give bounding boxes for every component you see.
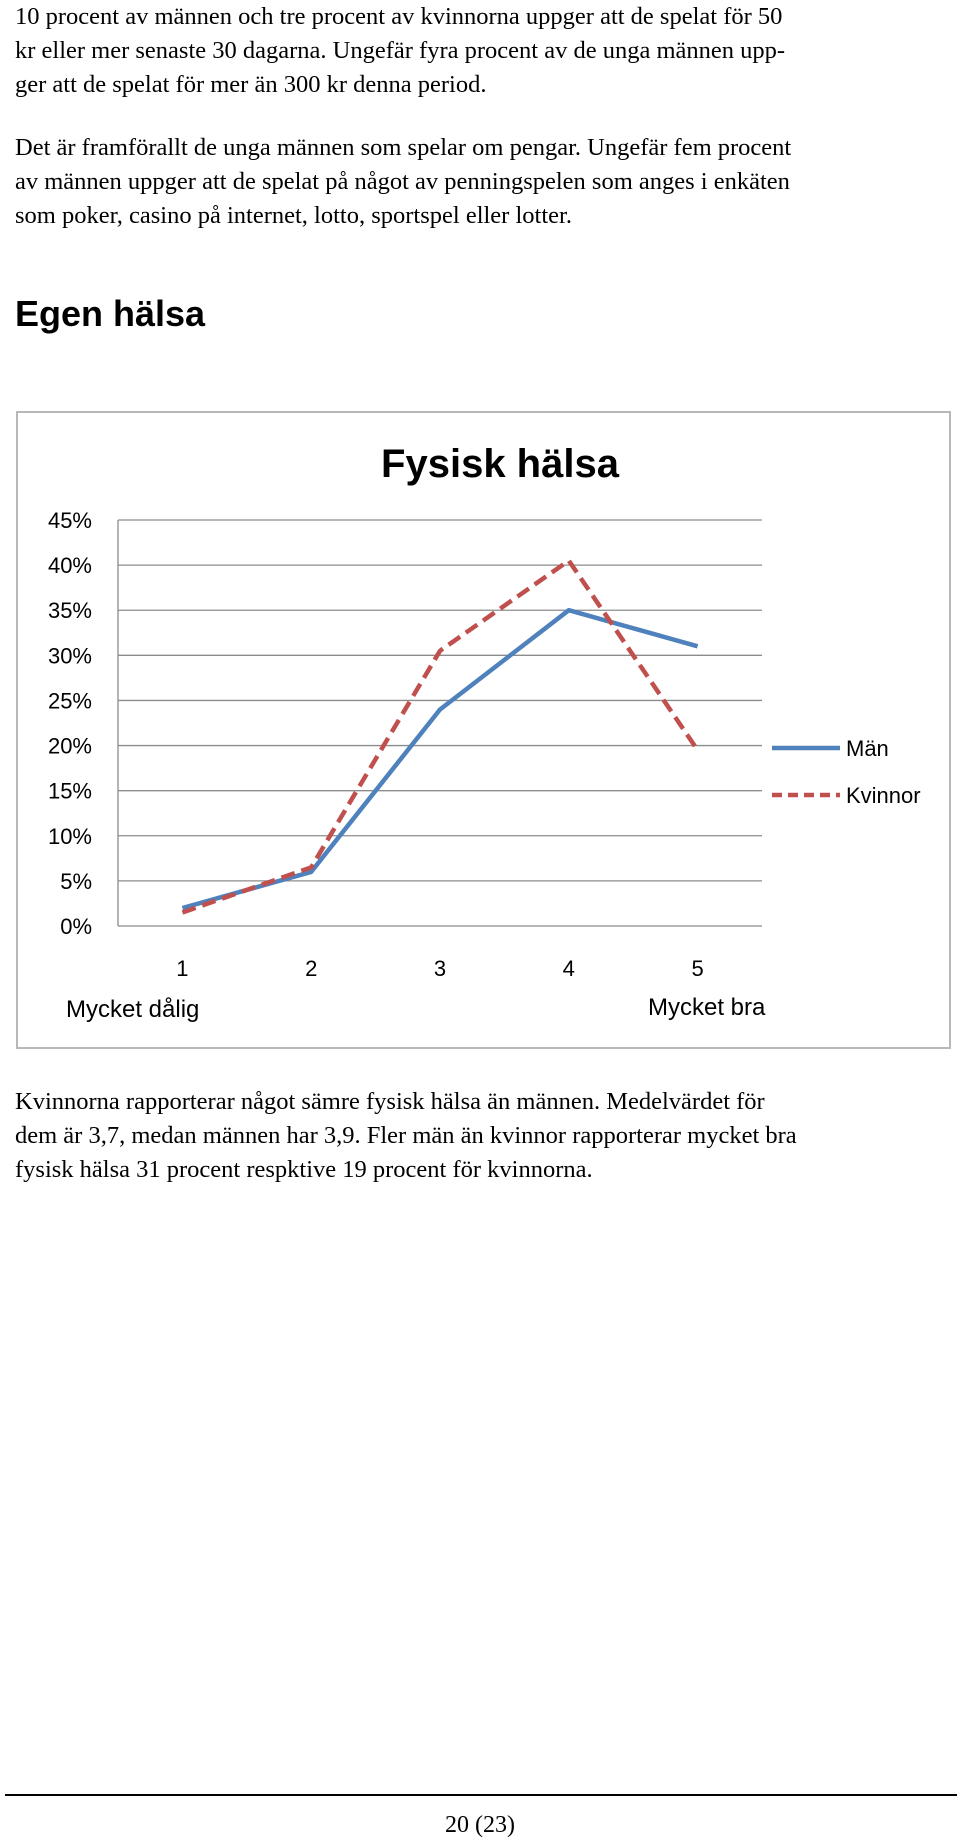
text-line: kr eller mer senaste 30 dagarna. Ungefär…	[15, 37, 786, 64]
y-tick-label: 35%	[48, 598, 92, 623]
chart-title: Fysisk hälsa	[381, 442, 620, 486]
x-tick-label: 1	[176, 956, 188, 981]
y-tick-label: 25%	[48, 688, 92, 713]
legend: Män Kvinnor	[772, 736, 921, 808]
y-tick-label: 45%	[48, 508, 92, 533]
y-tick-label: 10%	[48, 824, 92, 849]
chart-commentary-paragraph: Kvinnorna rapporterar något sämre fysisk…	[15, 1085, 945, 1187]
x-tick-label: 2	[305, 956, 317, 981]
y-tick-label: 40%	[48, 553, 92, 578]
gambling-paragraph: Det är framförallt de unga männen som sp…	[15, 131, 945, 233]
section-heading: Egen hälsa	[15, 293, 206, 334]
y-tick-label: 30%	[48, 643, 92, 668]
text-line: ger att de spelat för mer än 300 kr denn…	[15, 71, 487, 98]
legend-label: Män	[846, 736, 889, 761]
text-line: som poker, casino på internet, lotto, sp…	[15, 202, 572, 229]
text-line: Det är framförallt de unga männen som sp…	[15, 134, 792, 161]
footer-divider	[5, 1794, 957, 1796]
y-tick-label: 5%	[60, 869, 92, 894]
chart-frame: Fysisk hälsa 0% 5% 10% 15% 20% 25% 30% 35% 40% 45…	[16, 411, 951, 1049]
page-number: 20 (23)	[445, 1812, 515, 1838]
y-tick-label: 20%	[48, 734, 92, 759]
text-line: fysisk hälsa 31 procent respktive 19 pro…	[15, 1156, 593, 1183]
gridlines	[117, 519, 762, 927]
x-tick-label: 5	[691, 956, 703, 981]
y-axis-tick-labels: 0% 5% 10% 15% 20% 25% 30% 35% 40% 45%	[48, 508, 92, 939]
text-line: av männen uppger att de spelat på något …	[15, 168, 790, 195]
x-tick-label: 4	[563, 956, 575, 981]
x-axis-left-end-label: Mycket dålig	[66, 996, 199, 1023]
text-line: 10 procent av männen och tre procent av …	[15, 3, 783, 30]
x-tick-label: 3	[434, 956, 446, 981]
intro-paragraph: 10 procent av männen och tre procent av …	[15, 0, 945, 102]
series-lines	[181, 558, 700, 915]
y-tick-label: 0%	[60, 914, 92, 939]
text-line: dem är 3,7, medan männen har 3,9. Fler m…	[15, 1122, 797, 1149]
x-axis-tick-labels: 1 2 3 4 5	[176, 956, 703, 981]
y-tick-label: 15%	[48, 779, 92, 804]
physical-health-chart: Fysisk hälsa 0%5%10%15%20%25%30%35%40%45…	[48, 442, 921, 1023]
text-line: Kvinnorna rapporterar något sämre fysisk…	[15, 1088, 765, 1115]
series-line-kvinnor	[181, 558, 700, 915]
legend-label: Kvinnor	[846, 783, 921, 808]
x-axis-right-end-label: Mycket bra	[648, 994, 766, 1021]
